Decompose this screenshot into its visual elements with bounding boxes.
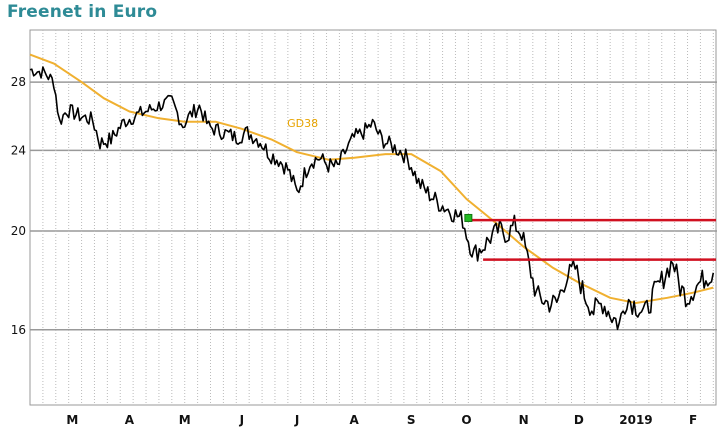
- x-tick-label: A: [125, 413, 135, 427]
- x-tick-label: M: [66, 413, 78, 427]
- x-tick-label: A: [350, 413, 360, 427]
- x-tick-label: N: [519, 413, 529, 427]
- x-tick-label: F: [689, 413, 697, 427]
- annotation-layer: GD38: [287, 117, 318, 130]
- axis-layer: 16 20 24 28 M A M J J A S O N D 2019 F: [11, 75, 697, 427]
- y-tick-label: 24: [11, 143, 26, 157]
- x-tick-label: O: [461, 413, 471, 427]
- x-tick-label: M: [179, 413, 191, 427]
- plot-frame: [29, 29, 717, 406]
- price-layer: [29, 66, 715, 331]
- x-tick-label: S: [407, 413, 416, 427]
- y-tick-label: 16: [11, 323, 26, 337]
- moving-average-layer: [29, 53, 714, 304]
- horizontal-lines-layer: [464, 213, 716, 261]
- ma-annotation: GD38: [287, 117, 318, 130]
- x-tick-label: 2019: [619, 413, 652, 427]
- chart-title: Freenet in Euro: [7, 2, 158, 22]
- x-tick-label: J: [239, 413, 244, 427]
- signal-marker: [464, 213, 473, 222]
- grid-layer: [29, 29, 717, 406]
- x-tick-label: D: [574, 413, 584, 427]
- y-tick-label: 20: [11, 224, 26, 238]
- price-series-line: [29, 66, 715, 331]
- moving-average-line: [29, 53, 714, 304]
- y-tick-label: 28: [11, 75, 26, 89]
- x-tick-label: J: [294, 413, 299, 427]
